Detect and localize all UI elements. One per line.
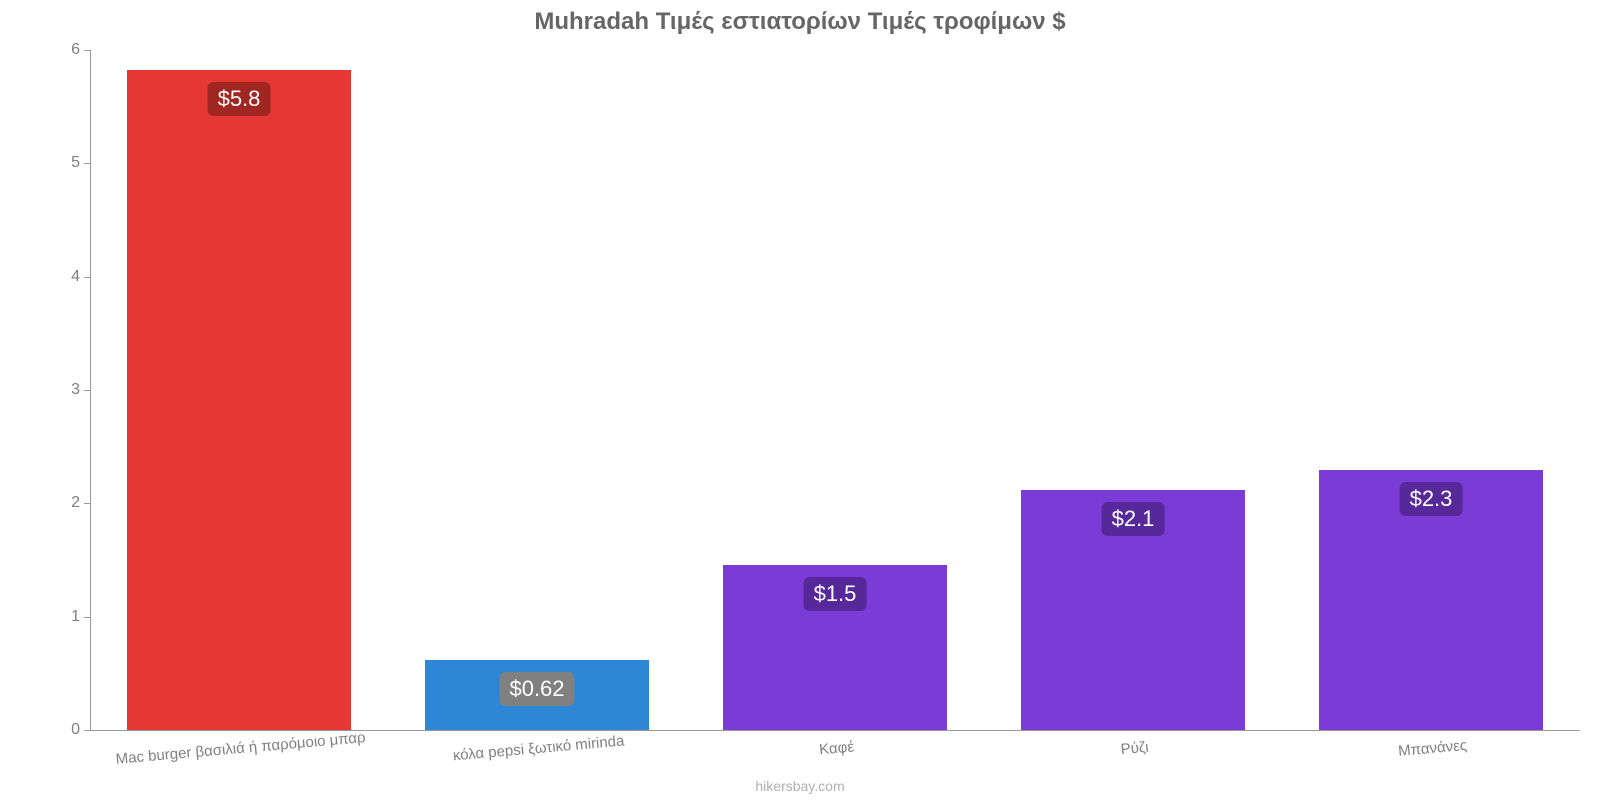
bar-value-label: $0.62 (499, 672, 574, 706)
x-tick-label: Ρύζι (1119, 729, 1149, 758)
y-tick-label: 5 (71, 154, 90, 172)
x-tick-label: Μπανάνες (1397, 727, 1468, 760)
x-tick-label: Καφέ (818, 728, 855, 758)
bar-value-label: $1.5 (804, 577, 867, 611)
bar: $2.1 (1021, 490, 1245, 730)
bar: $5.8 (127, 70, 351, 730)
y-tick-label: 0 (71, 721, 90, 739)
bar-value-label: $2.1 (1102, 502, 1165, 536)
y-tick-label: 1 (71, 608, 90, 626)
bar-value-label: $2.3 (1400, 482, 1463, 516)
y-tick-label: 3 (71, 381, 90, 399)
y-axis-line (90, 50, 91, 730)
bar-value-label: $5.8 (208, 82, 271, 116)
y-tick-label: 6 (71, 41, 90, 59)
bar: $1.5 (723, 565, 947, 730)
chart-container: Muhradah Τιμές εστιατορίων Τιμές τροφίμω… (0, 0, 1600, 800)
chart-title: Muhradah Τιμές εστιατορίων Τιμές τροφίμω… (0, 8, 1600, 36)
bar: $0.62 (425, 660, 649, 730)
plot-area: 0123456$5.8Mac burger βασιλιά ή παρόμοιο… (90, 50, 1580, 730)
y-tick-label: 4 (71, 268, 90, 286)
credit-text: hikersbay.com (0, 778, 1600, 794)
bar: $2.3 (1319, 470, 1543, 730)
y-tick-label: 2 (71, 494, 90, 512)
